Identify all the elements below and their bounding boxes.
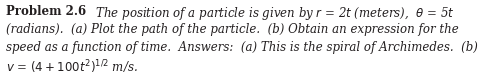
Text: The position of a particle is given by $r$ = 2$t$ (meters),  $\theta$ = 5$t$: The position of a particle is given by $… xyxy=(88,5,455,22)
Text: (radians).  (a) Plot the path of the particle.  (b) Obtain an expression for the: (radians). (a) Plot the path of the part… xyxy=(6,23,459,36)
Text: Problem 2.6: Problem 2.6 xyxy=(6,5,86,18)
Text: speed as a function of time.  Answers:  (a) This is the spiral of Archimedes.  (: speed as a function of time. Answers: (a… xyxy=(6,41,478,54)
Text: $v$ = $(4 + 100t^2)^{1/2}$ m/s.: $v$ = $(4 + 100t^2)^{1/2}$ m/s. xyxy=(6,58,138,76)
